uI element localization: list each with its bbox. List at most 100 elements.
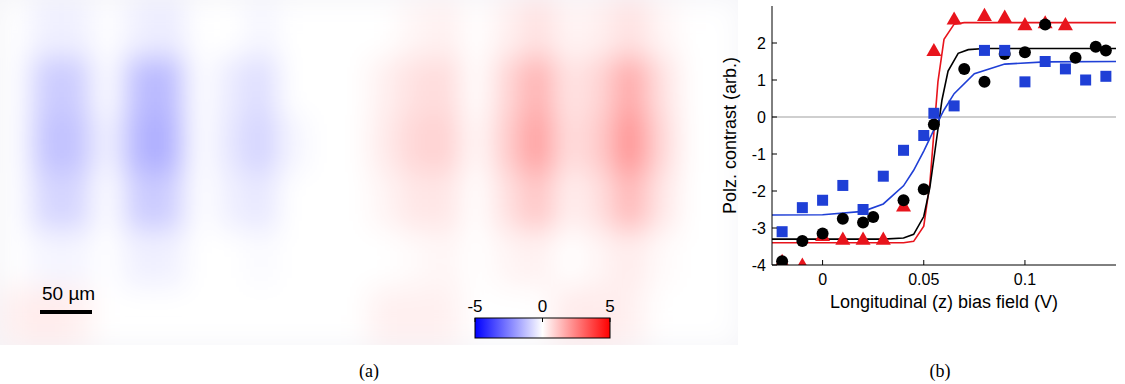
heatmap-cell bbox=[338, 58, 370, 117]
heatmap-cell bbox=[246, 115, 278, 174]
heatmap-cell bbox=[277, 0, 309, 59]
plot-area bbox=[772, 8, 1116, 265]
colorbar-tick-label: 0 bbox=[538, 297, 547, 316]
heatmap-cell bbox=[492, 115, 524, 174]
colorbar-tick bbox=[475, 318, 476, 322]
heatmap-cell bbox=[277, 115, 309, 174]
heatmap-cell bbox=[431, 230, 463, 289]
data-point bbox=[817, 195, 828, 206]
heatmap-cell bbox=[677, 0, 709, 59]
heatmap-cell bbox=[707, 0, 738, 59]
x-tick bbox=[822, 260, 823, 265]
heatmap-cell bbox=[0, 58, 32, 117]
heatmap-cell bbox=[92, 230, 124, 289]
heatmap-cell bbox=[554, 58, 586, 117]
data-point bbox=[1017, 17, 1032, 30]
heatmap-cell bbox=[154, 58, 186, 117]
y-tick bbox=[772, 191, 777, 192]
heatmap-cell bbox=[62, 58, 94, 117]
data-point bbox=[1019, 76, 1030, 87]
heatmap-cell bbox=[646, 230, 678, 289]
heatmap-cell bbox=[523, 230, 555, 289]
heatmap-cell bbox=[584, 173, 616, 232]
heatmap-cell bbox=[185, 115, 217, 174]
data-point bbox=[1080, 75, 1091, 86]
heatmap-cell bbox=[554, 230, 586, 289]
heatmap-cell bbox=[492, 0, 524, 59]
panel-label: (b) bbox=[930, 361, 951, 382]
heatmap-cell bbox=[677, 230, 709, 289]
data-point bbox=[817, 228, 829, 240]
heatmap-cell bbox=[123, 0, 155, 59]
heatmap-cell bbox=[0, 230, 32, 289]
heatmap-cell bbox=[400, 288, 432, 346]
heatmap-cell bbox=[646, 173, 678, 232]
data-point bbox=[978, 76, 990, 88]
heatmap-cell bbox=[0, 288, 32, 346]
colorbar-tick bbox=[610, 318, 611, 322]
heatmap-cell bbox=[154, 173, 186, 232]
data-point bbox=[837, 180, 848, 191]
heatmap-cell bbox=[369, 288, 401, 346]
heatmap-cell bbox=[492, 230, 524, 289]
y-axis-title: Polz. contrast (arb.) bbox=[720, 57, 740, 214]
data-point bbox=[1060, 63, 1071, 74]
heatmap-cell bbox=[369, 115, 401, 174]
data-point bbox=[856, 232, 871, 245]
heatmap-cell bbox=[215, 58, 247, 117]
heatmap-cell bbox=[31, 115, 63, 174]
heatmap-cell bbox=[615, 0, 647, 59]
heatmap-cell bbox=[123, 230, 155, 289]
heatmap-cell bbox=[123, 173, 155, 232]
x-axis bbox=[772, 265, 1116, 266]
heatmap-cell bbox=[215, 115, 247, 174]
heatmap-cell bbox=[277, 230, 309, 289]
x-tick bbox=[923, 260, 924, 265]
data-point bbox=[796, 235, 808, 247]
heatmap-cell bbox=[0, 0, 32, 59]
data-point bbox=[958, 63, 970, 75]
panel-label: (a) bbox=[359, 361, 379, 382]
heatmap-cell bbox=[369, 0, 401, 59]
colorbar-tick-label: -5 bbox=[467, 297, 482, 316]
data-point bbox=[1039, 19, 1051, 31]
heatmap-cell bbox=[246, 288, 278, 346]
data-point bbox=[837, 213, 849, 225]
heatmap-cell bbox=[185, 173, 217, 232]
heatmap-cell bbox=[308, 58, 340, 117]
heatmap-cell bbox=[338, 288, 370, 346]
y-tick bbox=[772, 117, 777, 118]
heatmap-cell bbox=[92, 173, 124, 232]
heatmap-cell bbox=[615, 58, 647, 117]
y-tick-label: -1 bbox=[752, 146, 766, 163]
heatmap-cell bbox=[215, 288, 247, 346]
colorbar-tick bbox=[542, 318, 543, 322]
y-axis bbox=[772, 6, 773, 265]
heatmap-cell bbox=[62, 230, 94, 289]
heatmap-cell bbox=[523, 0, 555, 59]
heatmap-cell bbox=[492, 58, 524, 117]
y-tick-label: 1 bbox=[757, 72, 766, 89]
data-point bbox=[918, 183, 930, 195]
heatmap-cell bbox=[461, 115, 493, 174]
data-point bbox=[997, 10, 1012, 23]
data-point bbox=[928, 108, 939, 119]
heatmap-cell bbox=[584, 230, 616, 289]
y-tick-label: 0 bbox=[757, 109, 766, 126]
heatmap-cell bbox=[246, 173, 278, 232]
heatmap-cell bbox=[31, 58, 63, 117]
x-axis-title: Longitudinal (z) bias field (V) bbox=[830, 292, 1058, 312]
reference-line bbox=[772, 116, 1116, 117]
colorbar bbox=[475, 318, 610, 338]
data-point bbox=[949, 100, 960, 111]
data-point bbox=[898, 145, 909, 156]
heatmap-cell bbox=[431, 173, 463, 232]
fit-line bbox=[772, 23, 1116, 243]
heatmap-cell bbox=[584, 58, 616, 117]
heatmap-cell bbox=[400, 173, 432, 232]
heatmap-cell bbox=[31, 230, 63, 289]
data-point bbox=[775, 254, 790, 265]
heatmap-cell bbox=[31, 173, 63, 232]
heatmap-cell bbox=[31, 0, 63, 59]
y-tick bbox=[772, 265, 777, 266]
